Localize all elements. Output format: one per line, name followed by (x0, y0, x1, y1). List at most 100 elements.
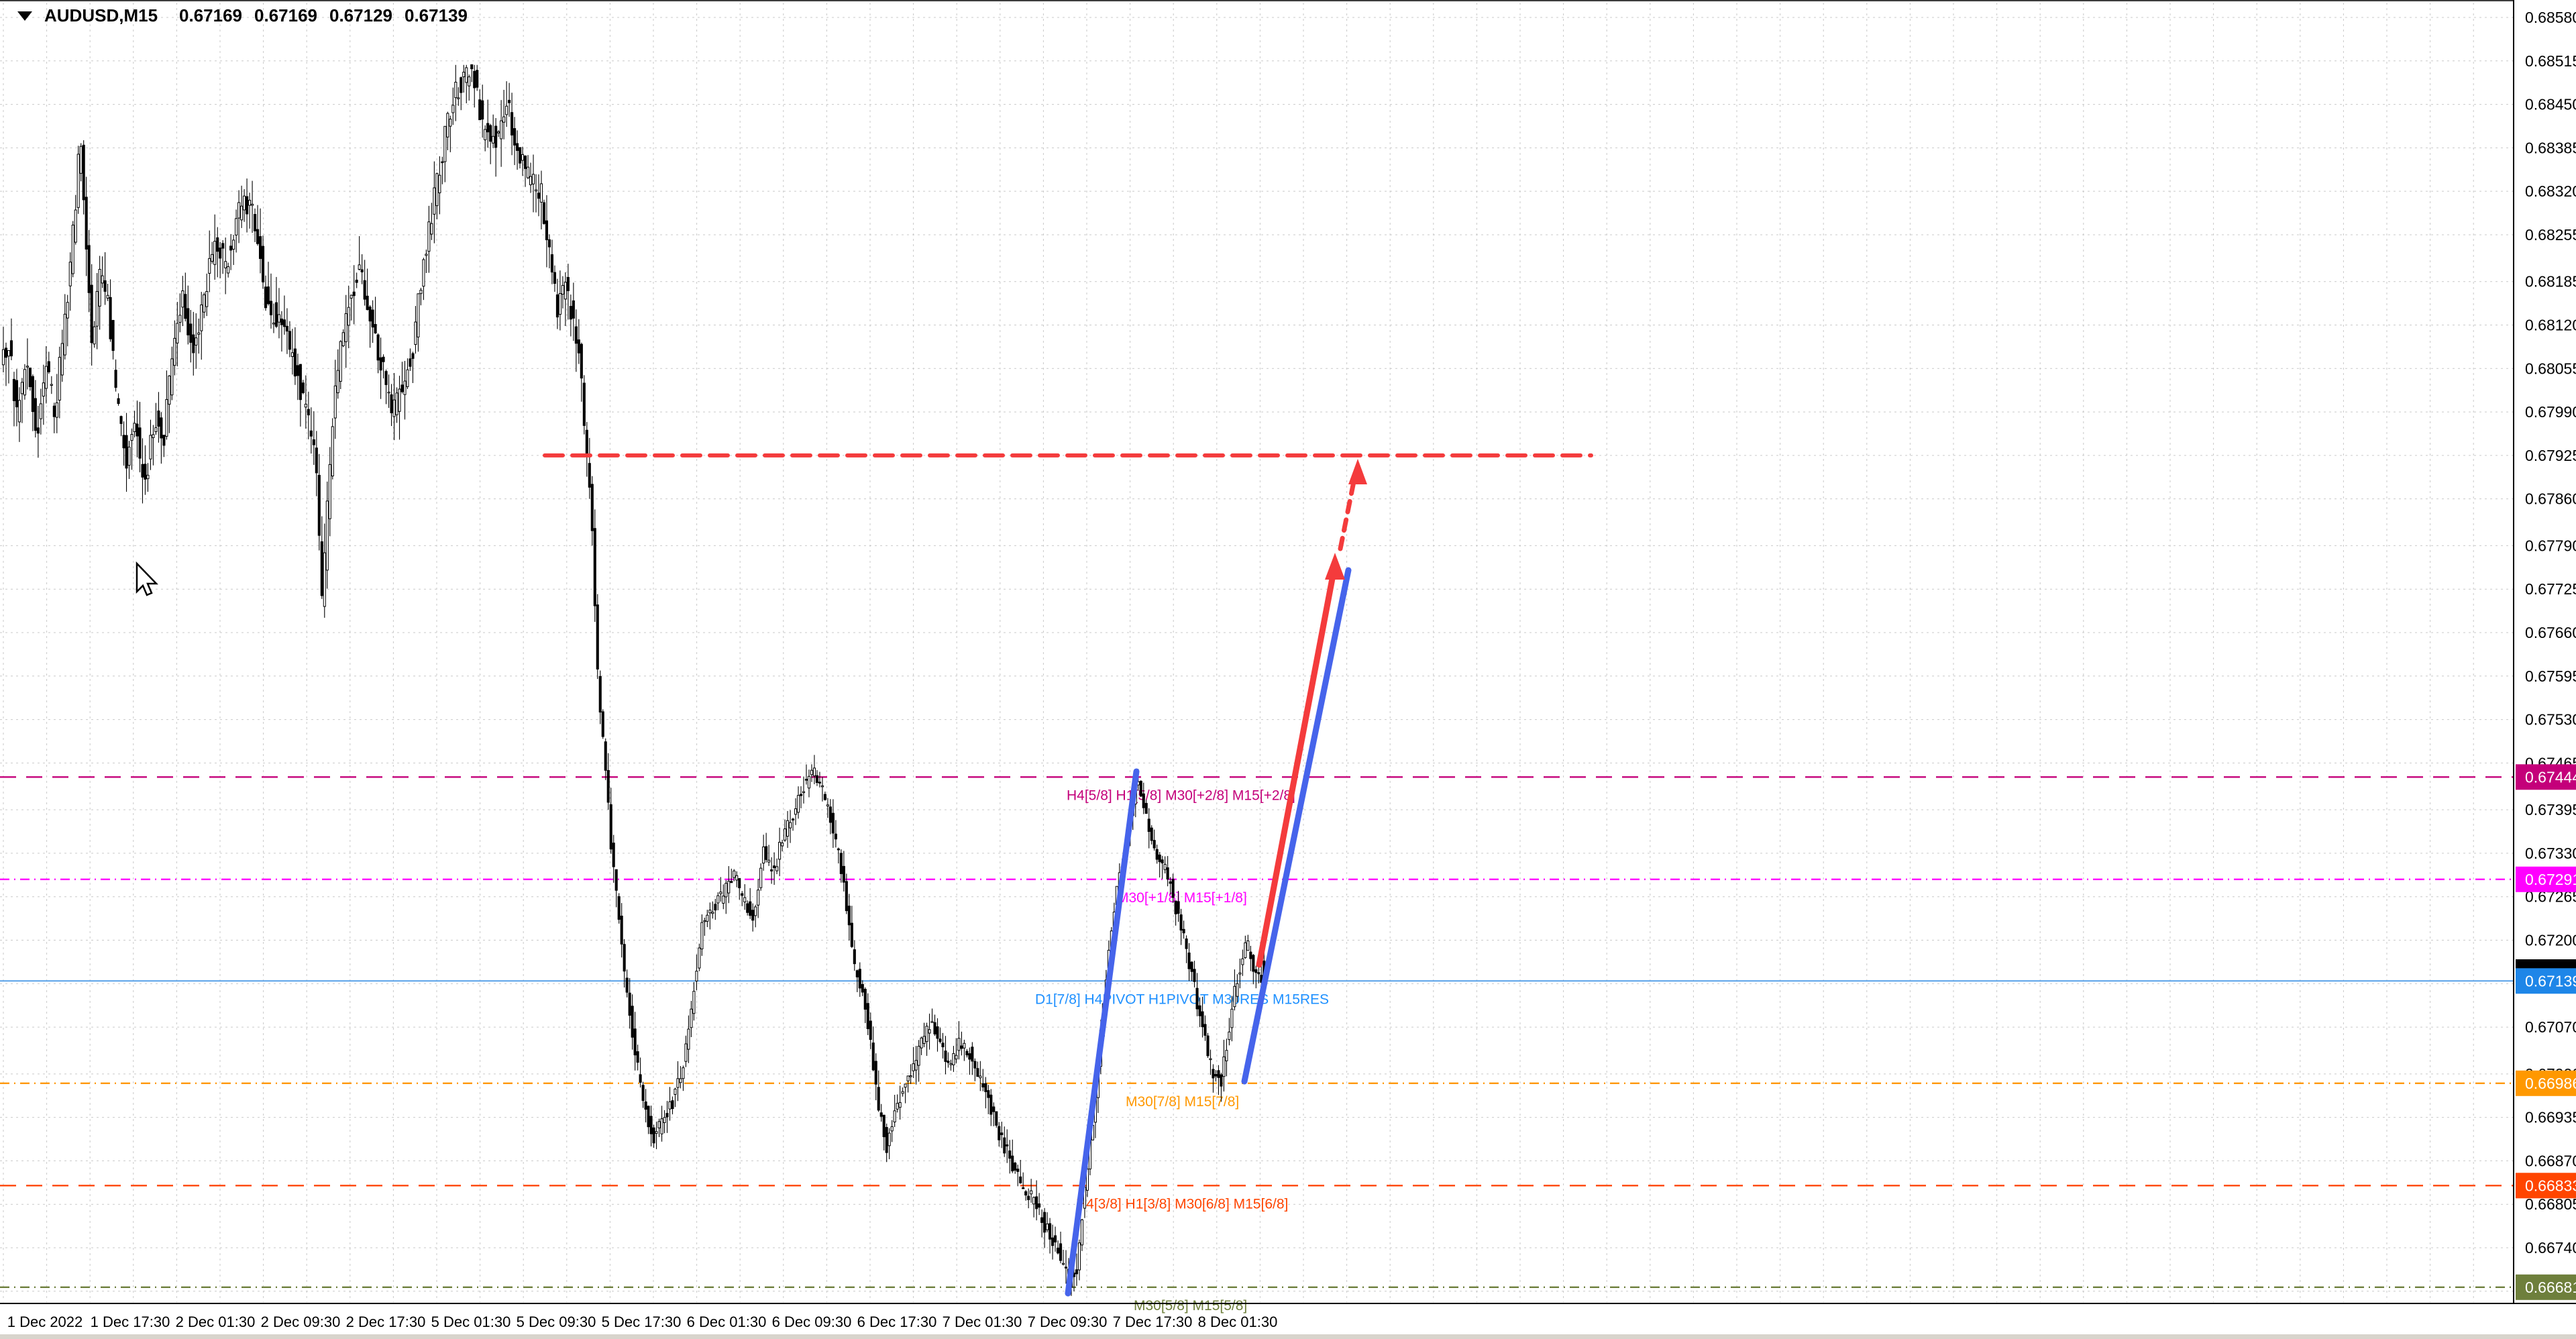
candle-bearish (577, 339, 580, 354)
candle-bearish (282, 319, 286, 327)
candle-bearish (320, 541, 323, 596)
candle-bullish (657, 1121, 661, 1128)
candle-bearish (623, 944, 626, 972)
candle-bearish (476, 70, 479, 88)
candle-bullish (58, 357, 61, 401)
candle-bearish (478, 99, 482, 121)
candle-bullish (457, 97, 460, 99)
candle-bearish (489, 125, 492, 142)
candle-bearish (588, 463, 591, 488)
candle-bullish (76, 154, 80, 208)
price-badge-text: 0.66681 (2525, 1279, 2576, 1296)
projection-dashed-arrow[interactable] (1338, 472, 1358, 551)
candle-bullish (71, 224, 74, 274)
candle-bullish (786, 820, 790, 837)
candle-bearish (1158, 854, 1161, 863)
left-blue-trend-line[interactable] (1065, 768, 1140, 1297)
candle-bullish (454, 82, 458, 99)
candle-bearish (280, 318, 284, 325)
candle-bullish (558, 293, 561, 315)
price-badge-text: 0.67291 (2525, 871, 2576, 888)
candle-bearish (606, 770, 610, 803)
candle-bearish (858, 969, 861, 989)
candle-bullish (767, 859, 771, 863)
candle-bearish (1252, 955, 1255, 972)
candle-bearish (1217, 1070, 1220, 1078)
candle-bearish (671, 1100, 674, 1110)
candle-bearish (309, 430, 313, 437)
candle-bearish (879, 1112, 883, 1117)
candle-bearish (301, 382, 305, 393)
candle-bullish (358, 264, 361, 270)
candle-bearish (1057, 1247, 1060, 1254)
ohlc-close: 0.67139 (404, 5, 468, 25)
candle-bearish (136, 423, 139, 437)
price-badge-text: 0.66833 (2525, 1177, 2576, 1194)
right-blue-trend-line[interactable] (1241, 567, 1352, 1085)
candle-bullish (952, 1053, 955, 1065)
candle-bullish (243, 195, 246, 211)
candle-bearish (34, 398, 37, 431)
candle-bearish (960, 1045, 963, 1049)
candle-bearish (516, 143, 519, 151)
candle-bearish (617, 896, 621, 920)
candle-bearish (804, 779, 808, 781)
candle-bullish (529, 176, 533, 185)
time-axis: 1 Dec 2022 1 Dec 17:30 2 Dec 01:30 2 Dec 09… (0, 1303, 2576, 1330)
candle-bearish (641, 1085, 645, 1101)
candle-bullish (178, 315, 182, 323)
candle-bullish (106, 294, 109, 299)
candle-bullish (754, 906, 757, 916)
candle-bullish (1046, 1224, 1049, 1230)
candle-bearish (1147, 818, 1150, 833)
candle-bearish (157, 410, 160, 427)
candle-bullish (655, 1131, 658, 1134)
candle-bullish (534, 189, 538, 192)
candle-bearish (1214, 1074, 1218, 1077)
candle-bullish (205, 291, 209, 307)
candle-bullish (277, 314, 281, 323)
candle-bearish (770, 869, 773, 871)
candle-bearish (162, 435, 166, 446)
price-tick-label: 0.67860 (2525, 490, 2576, 508)
candle-bearish (976, 1068, 979, 1077)
candle-bullish (502, 116, 506, 123)
candle-bullish (1080, 1219, 1084, 1246)
candle-bearish (871, 1042, 875, 1071)
candle-bullish (133, 423, 136, 432)
candle-bearish (368, 307, 372, 322)
candle-bullish (17, 400, 21, 423)
candle-bearish (103, 280, 107, 292)
chart-title-bar: AUDUSD,M15 0.67169 0.67169 0.67129 0.671… (17, 5, 468, 26)
candle-bullish (331, 426, 334, 477)
symbol-dropdown-icon[interactable] (17, 11, 32, 21)
candle-bearish (628, 992, 631, 1016)
candle-bearish (1022, 1187, 1025, 1189)
price-tick-label: 0.67660 (2525, 624, 2576, 641)
candle-bullish (323, 552, 326, 607)
ohlc-low: 0.67129 (329, 5, 392, 25)
candle-bearish (1000, 1132, 1004, 1136)
candle-bearish (296, 365, 299, 376)
candle-bearish (1187, 952, 1191, 969)
candle-bullish (1230, 1008, 1234, 1028)
candle-bearish (866, 1003, 869, 1030)
candle-bearish (366, 295, 369, 311)
price-tick-label: 0.66740 (2525, 1239, 2576, 1256)
candle-bearish (12, 378, 16, 401)
candle-bullish (826, 804, 829, 807)
price-badge-text: 0.67139 (2525, 972, 2576, 989)
time-label: 7 Dec 01:30 (943, 1314, 1022, 1330)
candle-bearish (933, 1022, 936, 1034)
red-impulse-line[interactable] (1256, 568, 1337, 968)
candle-bullish (462, 72, 466, 77)
candle-bullish (484, 129, 487, 140)
candle-bearish (877, 1087, 880, 1111)
candle-bullish (794, 808, 798, 815)
candle-bullish (50, 384, 53, 386)
symbol-period-label: AUDUSD,M15 (44, 5, 158, 25)
candle-bearish (1174, 900, 1177, 914)
candle-bearish (219, 248, 222, 259)
level-label-0.67139: D1[7/8] H4PIVOT H1PIVOT M30RES M15RES (1035, 992, 1329, 1007)
